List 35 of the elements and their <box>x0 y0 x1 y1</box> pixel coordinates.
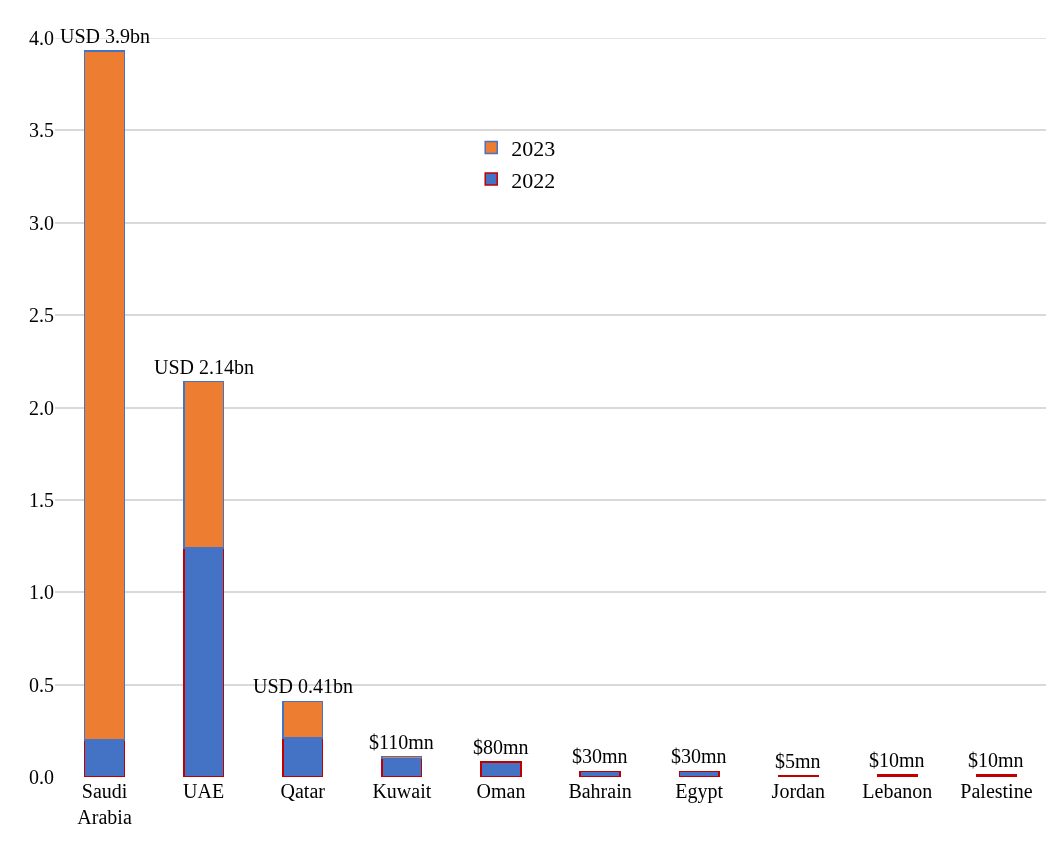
bar <box>579 770 621 777</box>
x-tick-label: Lebanon <box>862 780 933 802</box>
total-label: USD 0.41bn <box>253 675 354 697</box>
total-label: USD 3.9bn <box>60 25 151 47</box>
total-label: $110mn <box>369 731 434 753</box>
y-tick-label: 3.0 <box>29 211 54 234</box>
x-tick-label: Oman <box>476 780 526 802</box>
bar <box>678 770 720 777</box>
x-tick-label: Qatar <box>280 780 326 802</box>
total-label: $30mn <box>572 745 628 767</box>
y-tick-label: 2.5 <box>29 304 54 327</box>
x-tick-label: Palestine <box>960 780 1033 802</box>
bar <box>381 757 423 777</box>
legend-label: 2023 <box>511 136 556 162</box>
x-tick-label: Jordan <box>771 780 825 802</box>
x-tick-label: Saudi Arabia <box>77 780 132 828</box>
y-tick-label: 0.5 <box>29 673 54 696</box>
total-label: $80mn <box>473 736 529 758</box>
total-label: $30mn <box>671 745 727 767</box>
legend-label: 2022 <box>511 167 556 193</box>
bar <box>480 761 522 777</box>
y-tick-label: 3.5 <box>29 119 54 142</box>
total-label: $10mn <box>968 749 1024 771</box>
total-label: USD 2.14bn <box>154 356 255 378</box>
x-tick-label: Bahrain <box>568 780 632 802</box>
x-tick-label: Kuwait <box>372 780 432 802</box>
total-label: $10mn <box>869 749 925 771</box>
y-tick-label: 4.0 <box>29 27 54 49</box>
x-tick-label: UAE <box>183 780 225 802</box>
total-label: $5mn <box>775 750 821 772</box>
y-tick-label: 1.5 <box>29 488 54 511</box>
x-tick-label: Egypt <box>675 780 724 803</box>
y-tick-label: 1.0 <box>29 581 54 604</box>
y-tick-label: 0.0 <box>29 766 54 788</box>
y-tick-label: 2.0 <box>29 396 54 419</box>
